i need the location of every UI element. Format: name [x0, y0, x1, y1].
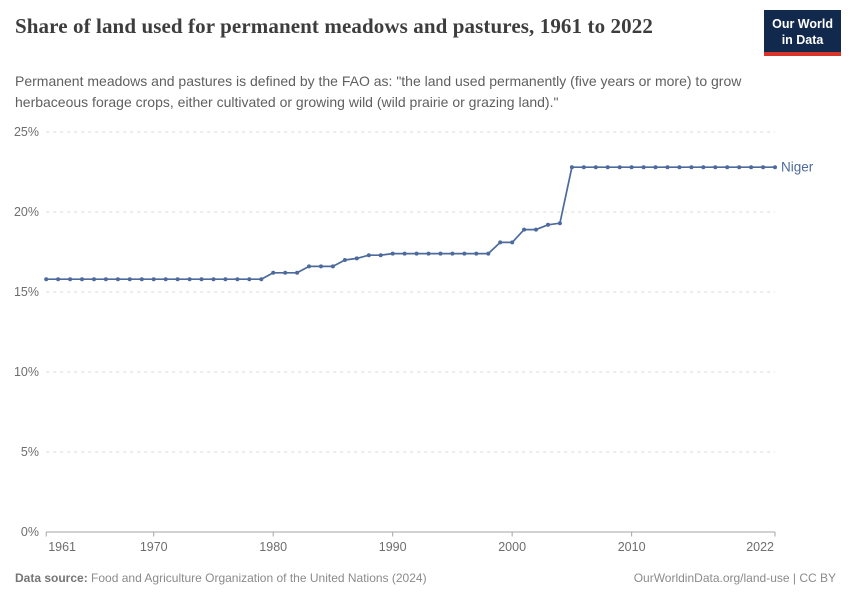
- data-point[interactable]: [92, 277, 96, 282]
- data-point[interactable]: [522, 227, 527, 232]
- y-axis-label: 15%: [14, 285, 39, 299]
- x-axis-label: 2022: [746, 540, 774, 554]
- data-point[interactable]: [187, 277, 192, 282]
- data-point[interactable]: [617, 165, 622, 170]
- data-point[interactable]: [641, 165, 646, 170]
- data-source: Data source: Food and Agriculture Organi…: [15, 571, 427, 585]
- owid-logo-line1: Our World: [772, 17, 833, 31]
- data-point[interactable]: [450, 251, 455, 256]
- data-point[interactable]: [701, 165, 706, 170]
- data-point[interactable]: [295, 270, 300, 275]
- y-axis-label: 20%: [14, 205, 39, 219]
- data-point[interactable]: [677, 165, 682, 170]
- data-point[interactable]: [319, 264, 323, 269]
- data-point[interactable]: [175, 277, 180, 282]
- chart-title: Share of land used for permanent meadows…: [15, 14, 653, 38]
- x-axis-label: 1990: [379, 540, 407, 554]
- y-axis-label: 25%: [14, 125, 39, 139]
- data-point[interactable]: [665, 165, 670, 170]
- data-point[interactable]: [151, 277, 156, 282]
- data-point[interactable]: [534, 227, 538, 232]
- data-point[interactable]: [474, 251, 479, 256]
- data-point[interactable]: [139, 277, 144, 282]
- data-point[interactable]: [713, 165, 718, 170]
- data-point[interactable]: [235, 277, 240, 282]
- data-point[interactable]: [80, 277, 84, 282]
- owid-logo[interactable]: Our World in Data: [764, 10, 841, 56]
- data-point[interactable]: [127, 277, 132, 282]
- y-axis-label: 5%: [21, 445, 39, 459]
- data-point[interactable]: [546, 222, 550, 227]
- data-point[interactable]: [749, 165, 754, 170]
- data-point[interactable]: [438, 251, 443, 256]
- data-point[interactable]: [581, 165, 586, 170]
- data-point[interactable]: [737, 165, 742, 170]
- data-point[interactable]: [211, 277, 216, 282]
- data-source-label: Data source:: [15, 571, 88, 585]
- series-label[interactable]: Niger: [781, 160, 814, 175]
- y-axis-label: 0%: [21, 525, 39, 539]
- data-point[interactable]: [307, 264, 311, 269]
- data-point[interactable]: [115, 277, 120, 282]
- data-point[interactable]: [510, 240, 515, 245]
- data-point[interactable]: [390, 251, 395, 256]
- data-point[interactable]: [163, 277, 168, 282]
- data-source-text: Food and Agriculture Organization of the…: [91, 571, 427, 585]
- data-point[interactable]: [605, 165, 610, 170]
- data-point[interactable]: [557, 221, 562, 226]
- data-point[interactable]: [247, 277, 252, 282]
- data-point[interactable]: [498, 240, 503, 245]
- data-point[interactable]: [426, 251, 431, 256]
- data-point[interactable]: [629, 165, 634, 170]
- data-point[interactable]: [56, 277, 61, 282]
- data-point[interactable]: [44, 277, 49, 282]
- data-point[interactable]: [199, 277, 204, 282]
- data-point[interactable]: [271, 270, 276, 275]
- data-point[interactable]: [283, 270, 288, 275]
- owid-logo-line2: in Data: [781, 33, 824, 47]
- data-point[interactable]: [414, 251, 419, 256]
- y-axis-label: 10%: [14, 365, 39, 379]
- data-point[interactable]: [725, 165, 730, 170]
- data-point[interactable]: [354, 256, 359, 261]
- x-axis-label: 2010: [618, 540, 646, 554]
- data-point[interactable]: [569, 165, 574, 170]
- data-point[interactable]: [653, 165, 658, 170]
- data-point[interactable]: [223, 277, 228, 282]
- data-point[interactable]: [68, 277, 73, 282]
- data-point[interactable]: [366, 253, 371, 258]
- data-point[interactable]: [342, 258, 347, 262]
- data-point[interactable]: [486, 251, 491, 256]
- x-axis-label: 1980: [259, 540, 287, 554]
- data-point[interactable]: [761, 165, 766, 170]
- x-axis-label: 2000: [498, 540, 526, 554]
- x-axis-label: 1970: [140, 540, 168, 554]
- data-point[interactable]: [330, 264, 335, 269]
- data-point[interactable]: [259, 277, 264, 282]
- x-axis-label: 1961: [48, 540, 76, 554]
- data-point[interactable]: [689, 165, 694, 170]
- data-point[interactable]: [462, 251, 467, 256]
- chart-subtitle: Permanent meadows and pastures is define…: [15, 73, 742, 110]
- data-point[interactable]: [378, 253, 383, 258]
- data-point[interactable]: [402, 251, 407, 256]
- data-point[interactable]: [593, 165, 598, 170]
- footer-link[interactable]: OurWorldinData.org/land-use | CC BY: [633, 571, 836, 585]
- data-point[interactable]: [103, 277, 108, 282]
- data-line[interactable]: [45, 166, 776, 281]
- data-point[interactable]: [773, 165, 777, 170]
